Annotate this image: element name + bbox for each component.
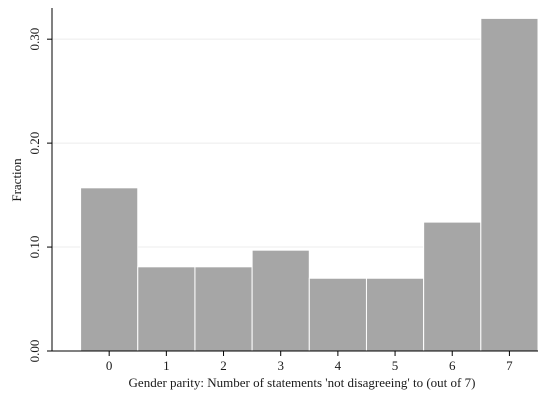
x-tick-label: 1	[163, 358, 170, 373]
x-tick-label: 4	[335, 358, 342, 373]
x-tick-label: 7	[506, 358, 513, 373]
y-tick-label: 0.10	[27, 236, 42, 259]
x-ticks: 0 1 2 3 4 5 6 7	[106, 351, 513, 373]
bar-4	[308, 277, 367, 352]
x-tick-label: 2	[220, 358, 227, 373]
x-axis-title: Gender parity: Number of statements 'not…	[129, 375, 476, 390]
bar-3	[251, 249, 310, 352]
y-tick-label: 0.30	[27, 28, 42, 51]
bar-7	[480, 17, 539, 352]
x-tick-label: 6	[449, 358, 456, 373]
bar-1	[137, 266, 196, 352]
bar-6	[423, 221, 482, 352]
x-tick-label: 0	[106, 358, 113, 373]
bars	[80, 17, 539, 352]
bar-2	[194, 266, 253, 352]
bar-0	[80, 187, 139, 352]
x-tick-label: 3	[277, 358, 284, 373]
y-ticks: 0.00 0.10 0.20 0.30	[27, 28, 52, 363]
axes	[51, 8, 538, 352]
y-tick-label: 0.00	[27, 340, 42, 363]
y-tick-label: 0.20	[27, 132, 42, 155]
x-tick-label: 5	[392, 358, 399, 373]
y-axis-title: Fraction	[9, 158, 24, 202]
bar-5	[365, 277, 425, 352]
